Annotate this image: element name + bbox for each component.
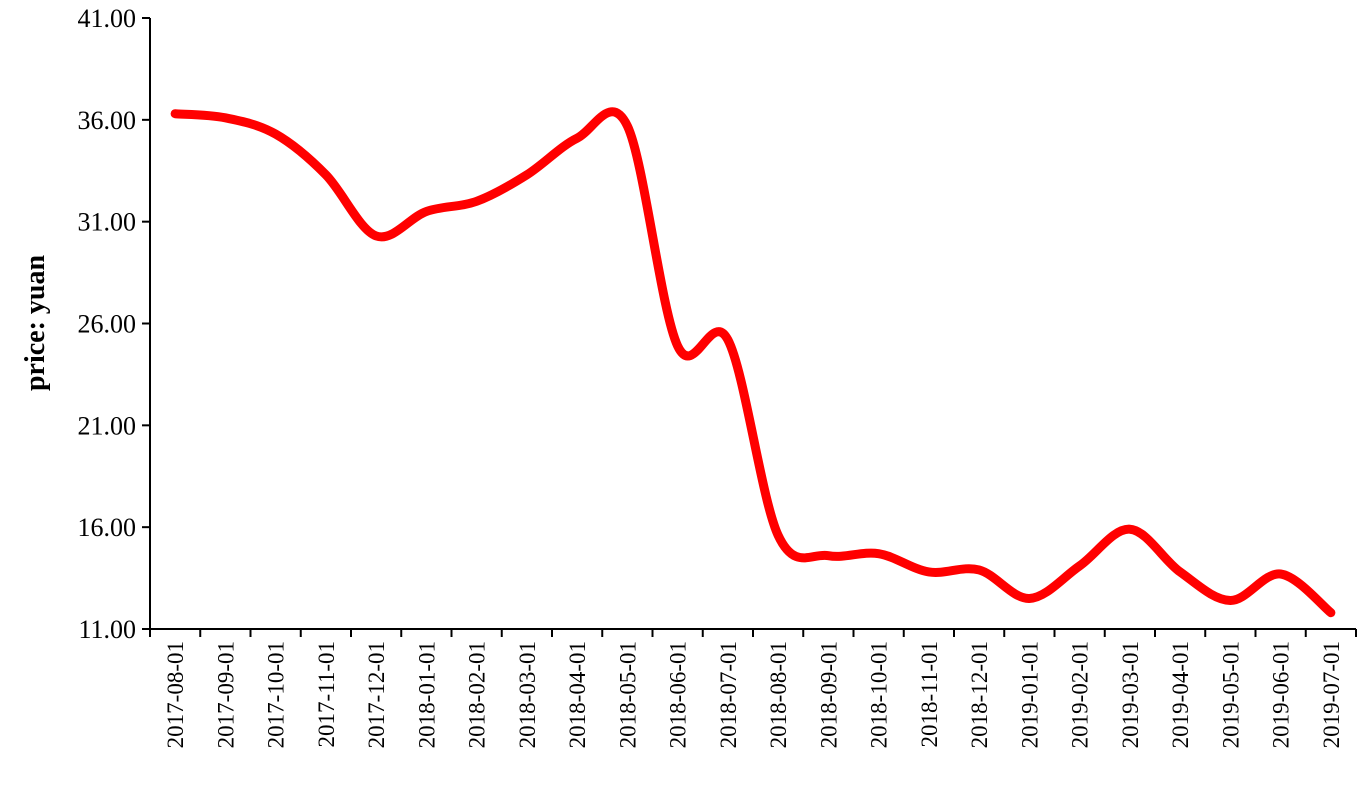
- x-tick-label: 2018-07-01: [716, 641, 741, 748]
- x-tick-label: 2018-10-01: [867, 641, 892, 748]
- x-tick-label: 2018-02-01: [465, 641, 490, 748]
- x-tick-label: 2018-09-01: [816, 641, 841, 748]
- x-tick-label: 2019-01-01: [1017, 641, 1042, 748]
- y-tick-label: 26.00: [78, 310, 137, 339]
- x-tick-label: 2018-06-01: [666, 641, 691, 748]
- x-tick-label: 2019-02-01: [1068, 641, 1093, 748]
- x-tick-label: 2017-11-01: [314, 641, 339, 747]
- x-tick-label: 2019-06-01: [1269, 641, 1294, 748]
- x-tick-label: 2017-09-01: [213, 641, 238, 748]
- x-tick-label: 2018-01-01: [414, 641, 439, 748]
- y-tick-label: 16.00: [78, 513, 137, 542]
- x-tick-label: 2019-03-01: [1118, 641, 1143, 748]
- y-tick-label: 21.00: [78, 411, 137, 440]
- x-tick-label: 2019-05-01: [1218, 641, 1243, 748]
- y-tick-label: 11.00: [78, 615, 136, 644]
- x-tick-label: 2018-12-01: [967, 641, 992, 748]
- x-tick-label: 2018-08-01: [766, 641, 791, 748]
- x-tick-label: 2017-10-01: [264, 641, 289, 748]
- x-tick-label: 2019-07-01: [1319, 641, 1344, 748]
- x-tick-label: 2019-04-01: [1168, 641, 1193, 748]
- x-tick-label: 2018-03-01: [515, 641, 540, 748]
- x-tick-label: 2018-04-01: [565, 641, 590, 748]
- x-tick-label: 2017-08-01: [163, 641, 188, 748]
- x-tick-label: 2018-11-01: [917, 641, 942, 747]
- y-tick-label: 31.00: [78, 208, 137, 237]
- x-tick-label: 2017-12-01: [364, 641, 389, 748]
- line: [170, 107, 1336, 618]
- y-tick-label: 36.00: [78, 106, 137, 135]
- x-tick-label: 2018-05-01: [615, 641, 640, 748]
- y-axis-label: price: yuan: [20, 255, 51, 392]
- y-tick-label: 41.00: [78, 4, 137, 33]
